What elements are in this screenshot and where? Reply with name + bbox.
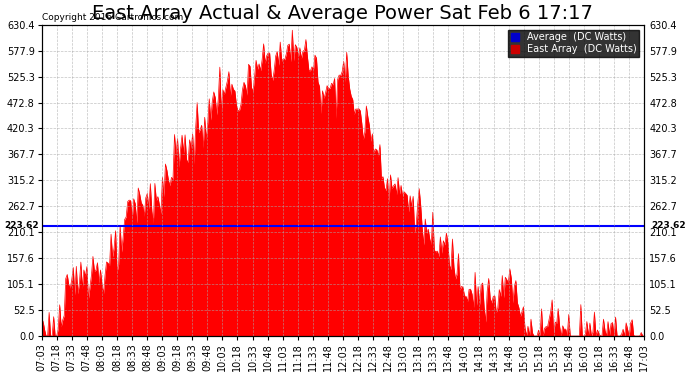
Title: East Array Actual & Average Power Sat Feb 6 17:17: East Array Actual & Average Power Sat Fe… [92,4,593,23]
Text: 223.62: 223.62 [4,221,39,230]
Text: Copyright 2016 Cartronics.com: Copyright 2016 Cartronics.com [41,13,183,22]
Text: 223.62: 223.62 [651,221,686,230]
Legend: Average  (DC Watts), East Array  (DC Watts): Average (DC Watts), East Array (DC Watts… [509,30,640,57]
